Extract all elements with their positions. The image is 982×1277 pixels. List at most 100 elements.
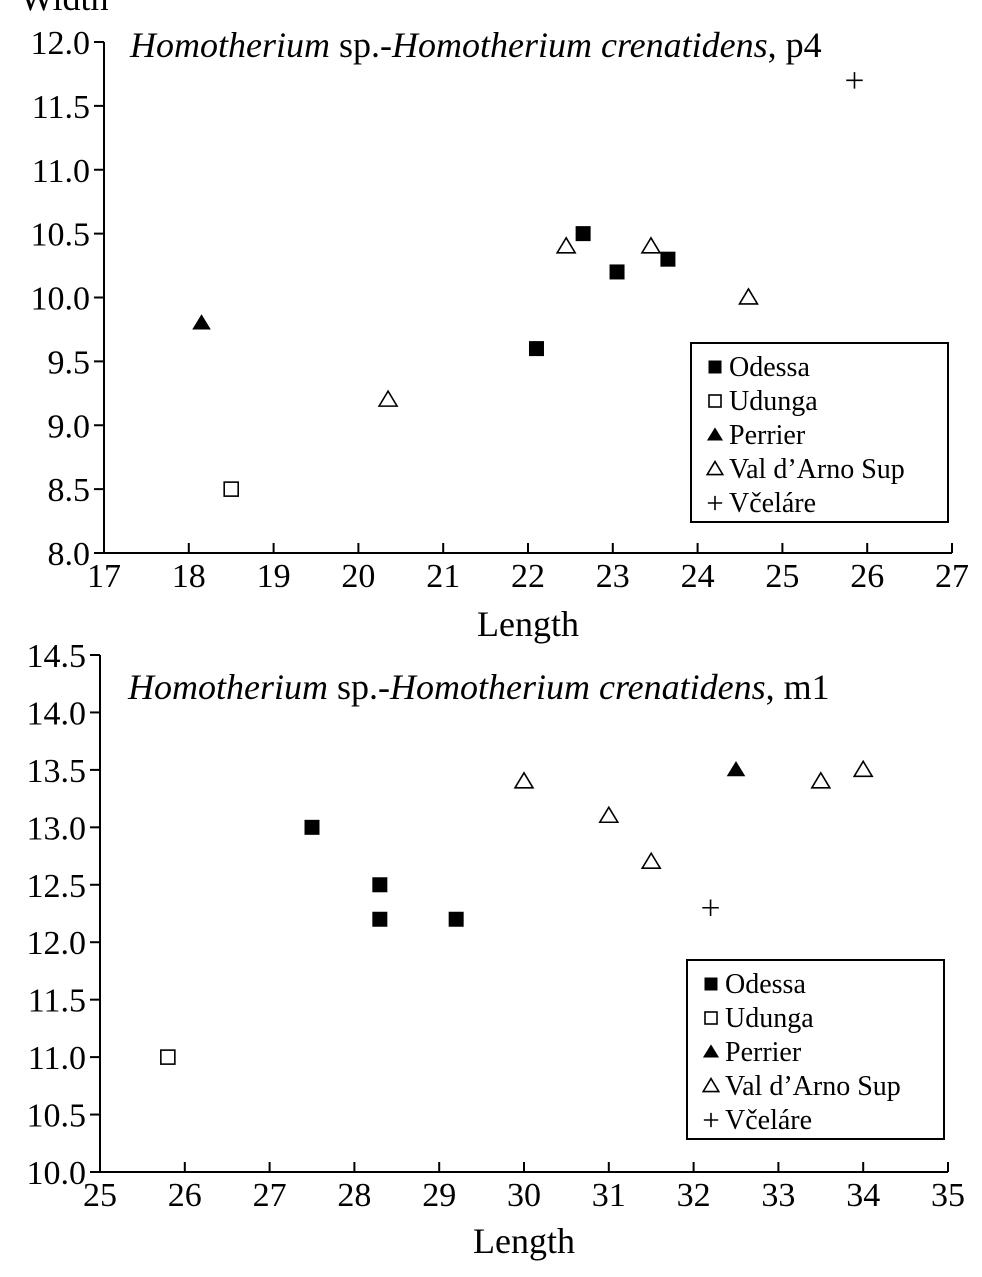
data-point — [304, 819, 320, 835]
y-tick-label: 13.0 — [27, 810, 87, 847]
title-italic-1: Homotherium — [127, 667, 328, 707]
series-val-d-arno-sup — [513, 759, 874, 870]
data-point — [372, 877, 388, 893]
data-point — [223, 481, 239, 497]
x-tick-label: 27 — [253, 1177, 287, 1214]
series-perrier — [726, 761, 746, 777]
x-tick-label: 35 — [931, 1177, 965, 1214]
x-tick-label: 18 — [172, 558, 206, 595]
x-tick-label: 17 — [87, 558, 121, 595]
data-point — [726, 761, 746, 777]
data-point — [640, 851, 662, 870]
data-point — [640, 236, 662, 254]
y-tick-label: 10.5 — [27, 1098, 87, 1135]
title-plain-1: sp.- — [328, 667, 390, 707]
x-axis-label: Length — [473, 1221, 575, 1261]
y-tick-label: 12.0 — [27, 925, 87, 962]
x-tick-label: 28 — [337, 1177, 371, 1214]
data-point — [702, 899, 719, 917]
data-point — [528, 341, 544, 357]
legend-label: Včeláre — [729, 488, 816, 519]
legend-label: Udunga — [729, 386, 818, 417]
legend-marker — [704, 977, 718, 991]
y-tick-label: 9.0 — [48, 408, 91, 445]
chart-panel-2: 25 26 27 28 29 30 31 32 33 34 35 10.0 10.5 11.0 11.5 12… — [27, 638, 966, 1261]
legend-marker — [705, 460, 725, 476]
data-point — [575, 226, 591, 242]
x-tick-label: 22 — [511, 558, 545, 595]
legend-label: Perrier — [725, 1037, 802, 1068]
y-axis-label: Width — [20, 0, 109, 18]
x-tick-label: 25 — [765, 558, 799, 595]
x-tick-label: 27 — [935, 558, 969, 595]
x-axis-label: Length — [477, 604, 579, 644]
data-point — [513, 771, 535, 789]
legend-label: Včeláre — [725, 1105, 812, 1136]
x-tick-label: 26 — [850, 558, 884, 595]
y-tick-label: 8.0 — [48, 536, 91, 573]
y-tick-label: 12.0 — [31, 25, 91, 62]
chart-title: Homotherium sp.-Homotherium crenatidens,… — [127, 667, 830, 707]
legend-label: Val d’Arno Sup — [729, 454, 905, 485]
legend-label: Perrier — [729, 420, 806, 451]
x-tick-label: 31 — [592, 1177, 626, 1214]
series-udunga — [160, 1049, 176, 1065]
legend-box — [690, 342, 949, 523]
y-tick-label: 12.5 — [27, 868, 87, 905]
x-tick-label: 20 — [341, 558, 375, 595]
series-odessa — [304, 819, 464, 927]
legend-marker — [708, 394, 722, 408]
x-tick-label: 24 — [681, 558, 715, 595]
title-plain-2: , p4 — [768, 25, 822, 65]
x-tick-label: 23 — [596, 558, 630, 595]
data-point — [192, 314, 211, 330]
legend-marker — [701, 1077, 721, 1093]
legend-label: Odessa — [729, 352, 810, 383]
data-point — [810, 771, 832, 789]
y-tick-label: 8.5 — [48, 472, 91, 509]
chart-title: Homotherium sp.-Homotherium crenatidens,… — [129, 25, 822, 65]
y-tick-label: 11.0 — [32, 153, 90, 190]
x-tick-label: 19 — [257, 558, 291, 595]
series-odessa — [528, 226, 676, 357]
legend-label: Odessa — [725, 969, 806, 1000]
y-tick-label: 13.5 — [27, 753, 87, 790]
y-tick-label: 11.0 — [28, 1040, 86, 1077]
title-plain-2: , m1 — [766, 667, 830, 707]
y-tick-label: 10.0 — [31, 281, 91, 318]
title-italic-1: Homotherium — [129, 25, 330, 65]
y-tick-label: 11.5 — [32, 89, 90, 126]
legend-marker — [702, 1044, 720, 1058]
x-tick-label: 21 — [426, 558, 460, 595]
y-tick-label: 10.5 — [31, 217, 91, 254]
series-v-el-re — [702, 899, 719, 917]
x-tick-label: 29 — [422, 1177, 456, 1214]
data-point — [377, 389, 399, 407]
data-point — [448, 911, 464, 927]
title-plain-1: sp.- — [330, 25, 392, 65]
title-italic-2: Homotherium crenatidens — [391, 25, 768, 65]
y-tick-label: 9.5 — [48, 344, 91, 381]
data-point — [555, 236, 577, 254]
y-tick-label: 11.5 — [28, 983, 86, 1020]
series-udunga — [223, 481, 239, 497]
series-v-el-re — [846, 72, 863, 89]
legend-marker — [707, 495, 723, 511]
data-point — [598, 805, 620, 824]
data-point — [160, 1049, 176, 1065]
y-tick-label: 14.5 — [27, 638, 87, 675]
title-italic-2: Homotherium crenatidens — [389, 667, 766, 707]
legend-box — [686, 959, 945, 1140]
legend-label: Udunga — [725, 1003, 814, 1034]
x-tick-label: 30 — [507, 1177, 541, 1214]
series-perrier — [192, 314, 211, 330]
legend-label: Val d’Arno Sup — [725, 1071, 901, 1102]
x-tick-label: 34 — [846, 1177, 880, 1214]
data-point — [846, 72, 863, 89]
y-tick-label: 14.0 — [27, 695, 87, 732]
data-point — [372, 911, 388, 927]
